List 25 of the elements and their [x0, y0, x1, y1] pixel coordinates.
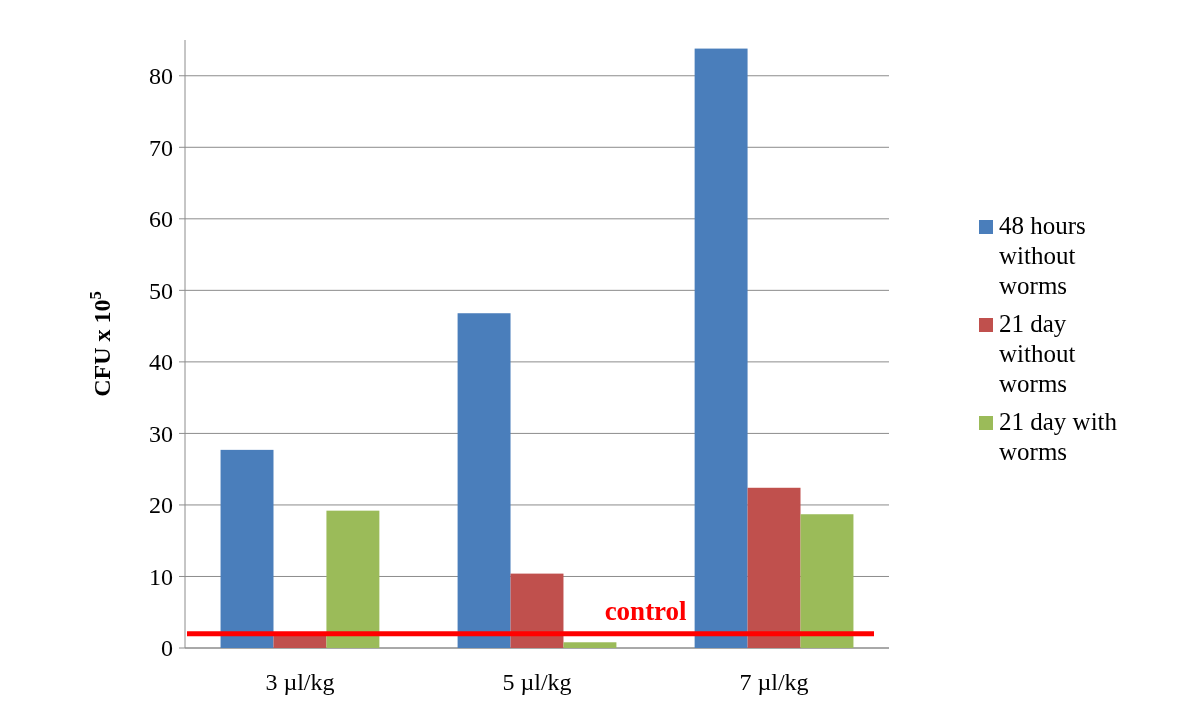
- ref-line-label: control: [604, 595, 688, 626]
- bar: [220, 449, 274, 648]
- legend-label: 48 hours without worms: [999, 212, 1086, 299]
- x-tick-label: 3 µl/kg: [265, 669, 335, 695]
- x-tick-label: 7 µl/kg: [739, 669, 809, 695]
- bar: [510, 573, 564, 648]
- y-tick-label: 20: [149, 492, 173, 519]
- y-tick-label: 0: [161, 635, 173, 662]
- y-tick-label: 60: [149, 206, 173, 233]
- y-tick-label: 70: [149, 134, 173, 161]
- y-tick-label: 30: [149, 420, 173, 447]
- bar: [563, 642, 617, 648]
- bar: [326, 510, 380, 648]
- legend-label: 21 day without worms: [999, 310, 1076, 397]
- bar: [457, 313, 511, 648]
- bar: [800, 514, 854, 648]
- legend-label: 21 day with worms: [999, 408, 1118, 465]
- y-tick-label: 50: [149, 277, 173, 304]
- bar: [694, 48, 748, 648]
- y-tick-label: 80: [149, 63, 173, 90]
- y-tick-label: 10: [149, 563, 173, 590]
- bar: [273, 635, 327, 648]
- bar: [747, 487, 801, 648]
- y-tick-label: 40: [149, 349, 173, 376]
- x-tick-label: 5 µl/kg: [502, 669, 572, 695]
